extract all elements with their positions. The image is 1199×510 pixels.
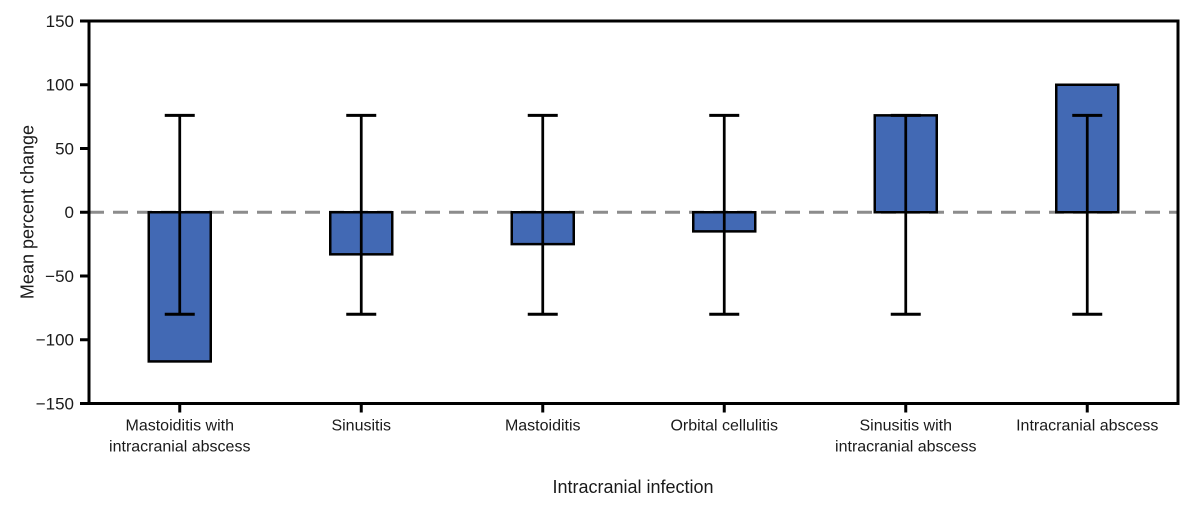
y-tick-label: −100	[36, 331, 74, 350]
y-tick-label: 50	[55, 139, 74, 158]
x-category-label: Orbital cellulitis	[670, 418, 778, 435]
y-tick-label: 150	[46, 12, 74, 31]
x-category-label: Sinusitis	[331, 418, 391, 435]
y-axis-title: Mean percent change	[17, 124, 38, 300]
x-category-label: Mastoiditis with intracranial abscess	[109, 418, 250, 456]
y-tick-label: −150	[36, 394, 74, 413]
y-tick-label: 100	[46, 76, 74, 95]
x-axis-title: Intracranial infection	[552, 477, 714, 497]
y-tick-label: 0	[65, 203, 74, 222]
x-category-label: Mastoiditis	[505, 418, 581, 435]
x-category-label: Intracranial abscess	[1016, 418, 1158, 435]
x-category-label: Sinusitis with intracranial abscess	[835, 418, 976, 456]
y-tick-label: −50	[45, 267, 74, 286]
